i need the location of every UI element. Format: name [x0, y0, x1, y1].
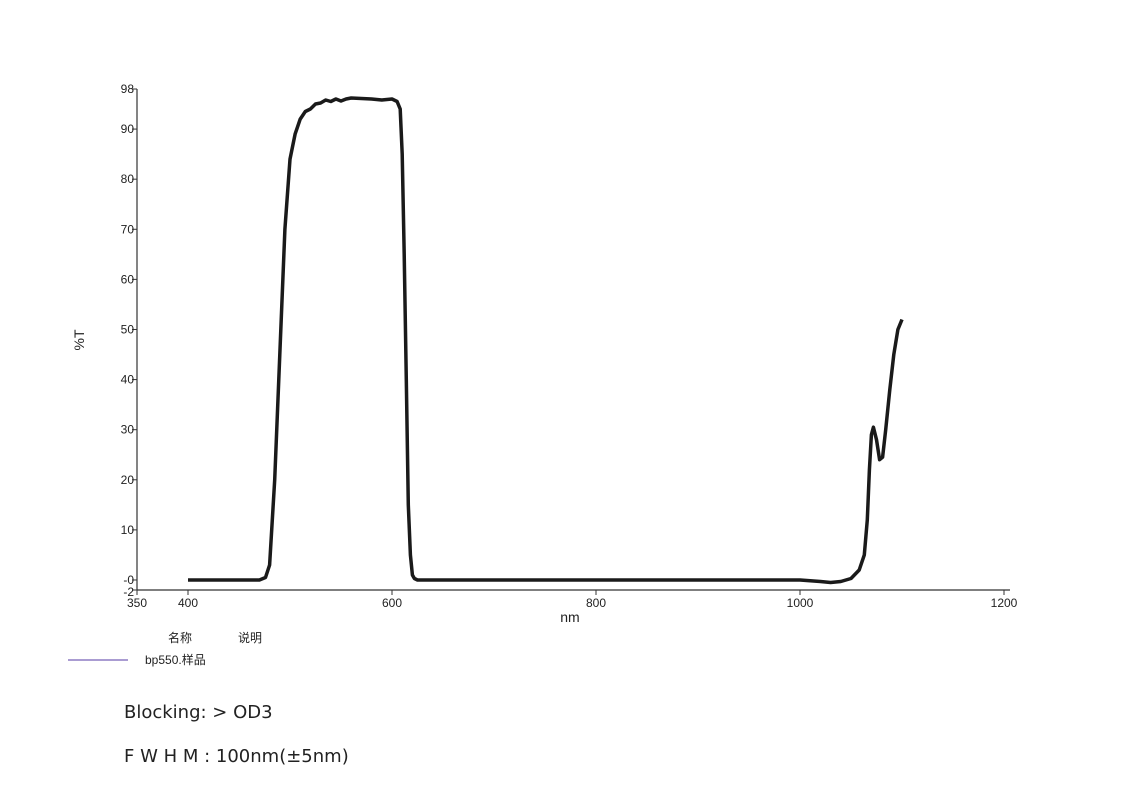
- y-tick-label: 10: [121, 523, 135, 537]
- x-tick-label: 400: [178, 596, 198, 610]
- y-axis-label: %T: [71, 329, 87, 350]
- x-axis-label: nm: [560, 609, 579, 625]
- y-tick-label: 50: [121, 322, 135, 336]
- axes: [136, 89, 1010, 591]
- transmission-chart: 350 400 600 800 1000 1200 -2-0 10 20 30 40 50 60 70 80…: [68, 82, 1018, 667]
- y-tick-label: 30: [121, 423, 135, 437]
- y-tick-label: 80: [121, 172, 135, 186]
- legend-header-name: 名称: [168, 630, 192, 645]
- x-tick-label: 1000: [787, 596, 814, 610]
- y-tick-label: 40: [121, 373, 135, 387]
- x-tick-label: 600: [382, 596, 402, 610]
- y-tick-label: -2: [123, 585, 134, 599]
- fwhm-note: F W H M : 100nm(±5nm): [124, 746, 349, 767]
- y-tick-label: 70: [121, 222, 135, 236]
- series-line: [188, 96, 904, 585]
- x-tick-label: 350: [127, 596, 147, 610]
- y-tick-label: 90: [121, 122, 135, 136]
- blocking-note: Blocking: > OD3: [124, 702, 273, 723]
- y-tick-label: -0: [123, 573, 134, 587]
- y-tick-label: 20: [121, 473, 135, 487]
- y-tick-label: 60: [121, 272, 135, 286]
- x-tick-label: 1200: [991, 596, 1018, 610]
- legend-entry: bp550.样品: [145, 652, 206, 667]
- y-tick-label: 98: [121, 82, 135, 96]
- legend-header-desc: 说明: [238, 630, 262, 645]
- x-tick-label: 800: [586, 596, 606, 610]
